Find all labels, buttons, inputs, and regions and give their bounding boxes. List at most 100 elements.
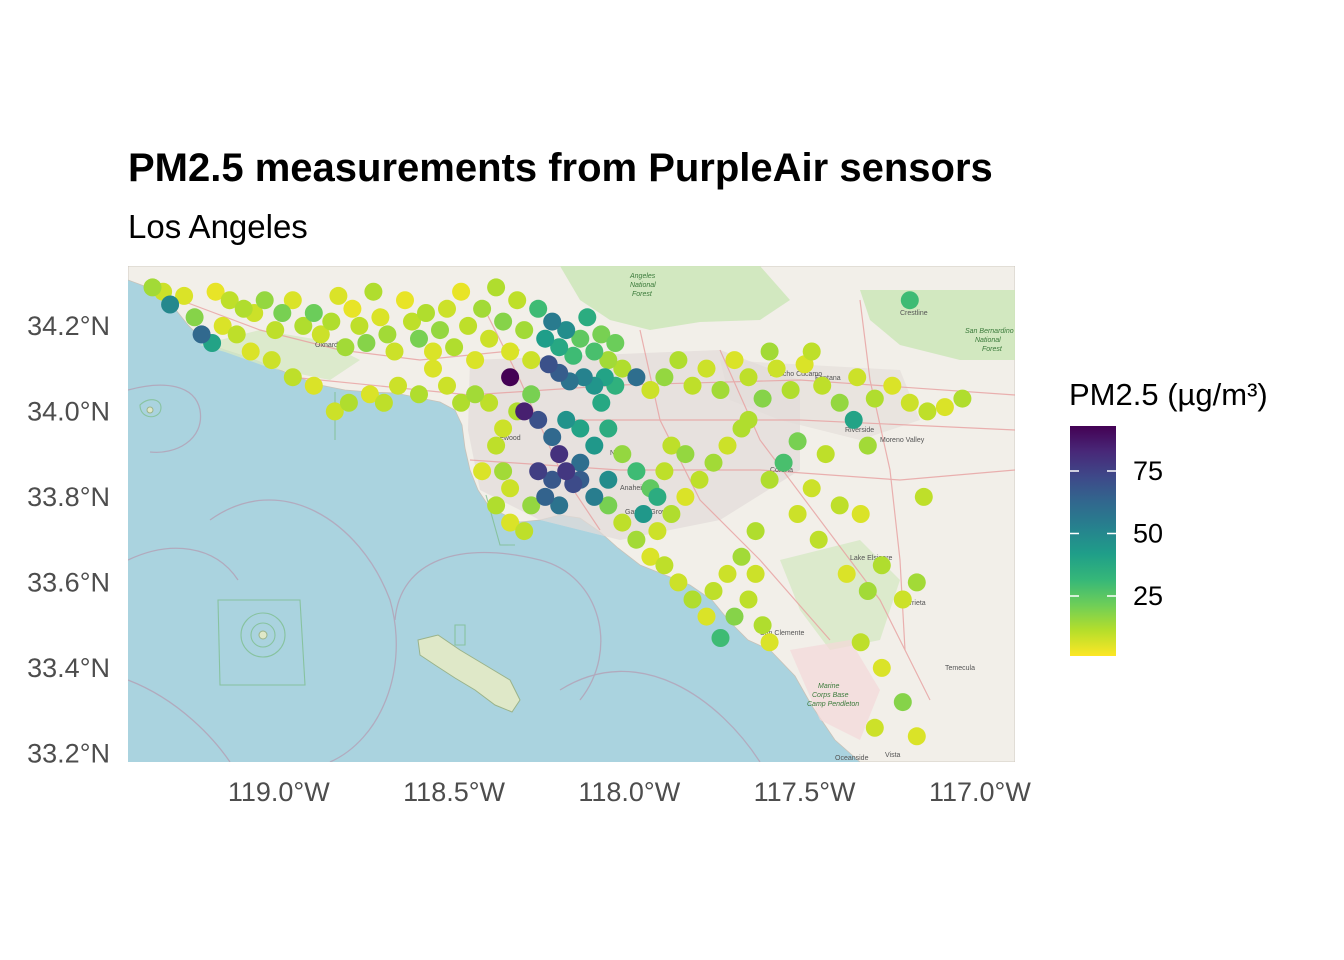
sensor-point — [571, 329, 590, 348]
svg-text:Murrieta: Murrieta — [900, 600, 926, 607]
svg-text:National: National — [630, 282, 656, 289]
sensor-point — [613, 445, 632, 464]
sensor-point — [711, 629, 730, 647]
sensor-point — [627, 368, 646, 387]
maritime-boundaries — [128, 384, 761, 762]
legend-title: PM2.5 (µg/m³) — [1069, 377, 1268, 412]
sensor-point — [522, 351, 541, 370]
sensor-point — [501, 479, 520, 498]
sensor-point — [396, 291, 414, 310]
sensor-point — [185, 308, 204, 327]
sensor-point — [364, 282, 383, 301]
sensor-point — [907, 727, 926, 746]
sensor-point — [865, 718, 884, 737]
sensor-point — [900, 291, 919, 310]
sensor-point — [336, 338, 355, 357]
sensor-point — [704, 582, 723, 600]
sensor-point — [813, 376, 832, 395]
base-area — [790, 640, 880, 740]
sensor-point — [438, 299, 456, 318]
sensor-point — [753, 389, 772, 408]
sensor-point — [262, 351, 281, 370]
sensor-point — [374, 393, 393, 412]
sensor-point — [585, 342, 604, 361]
sensor-point — [872, 658, 891, 677]
sensor-point — [648, 522, 667, 541]
sensor-point — [760, 633, 779, 652]
legend-ticks: 75 50 25 — [1070, 456, 1163, 611]
svg-text:National: National — [975, 337, 1001, 344]
sensor-point — [473, 462, 492, 481]
svg-text:Anaheim: Anaheim — [620, 485, 648, 492]
sensor-point — [613, 513, 632, 532]
san-nicolas-island — [258, 630, 268, 640]
sensor-point — [711, 381, 730, 399]
anacapa-island — [146, 406, 154, 414]
sensor-point — [725, 351, 744, 370]
sensor-point — [907, 573, 926, 592]
sensor-point — [585, 436, 604, 455]
sensor-point — [662, 505, 681, 523]
chart-title: PM2.5 measurements from PurpleAir sensor… — [128, 146, 993, 190]
legend-tick-label: 50 — [1133, 519, 1163, 549]
sensor-point — [914, 487, 933, 506]
sensor-point — [935, 398, 954, 417]
sensor-point — [578, 308, 597, 327]
sensor-point — [788, 505, 807, 523]
sensor-point — [865, 389, 884, 408]
sensor-point — [634, 505, 653, 523]
sensor-point — [343, 299, 362, 318]
sensor-point — [746, 564, 765, 583]
sensor-point — [452, 282, 471, 301]
sensor-point — [487, 436, 506, 455]
sensor-point — [746, 522, 765, 541]
map-place-labels: ewood Norw Anaheim Garden Grove Rancho C… — [315, 273, 1014, 762]
sensor-points — [143, 278, 972, 746]
sensor-point — [536, 329, 555, 348]
sensor-point — [522, 385, 541, 404]
sensor-point — [669, 351, 688, 370]
sensor-point — [739, 368, 758, 387]
svg-text:ewood: ewood — [500, 435, 521, 442]
sensor-point — [781, 381, 800, 399]
sensor-point — [753, 616, 772, 635]
sensor-point — [918, 402, 937, 421]
svg-text:Fontana: Fontana — [815, 375, 841, 382]
sensor-point — [452, 393, 471, 412]
sensor-point — [529, 299, 548, 318]
sensor-point — [676, 487, 695, 506]
svg-text:Oceanside: Oceanside — [835, 755, 869, 762]
sensor-point — [557, 321, 576, 340]
sensor-point — [529, 462, 548, 481]
sensor-point — [732, 547, 751, 566]
sensor-point — [424, 342, 442, 361]
sensor-point — [515, 321, 534, 340]
sensor-point — [473, 299, 492, 318]
svg-text:Moreno Valley: Moreno Valley — [880, 437, 925, 444]
legend-tick-label: 75 — [1133, 456, 1163, 486]
sensor-point — [802, 342, 821, 361]
y-tick-label: 33.6°N — [27, 567, 110, 597]
svg-text:Lake Elsinore: Lake Elsinore — [850, 555, 893, 562]
chart-subtitle: Los Angeles — [128, 208, 308, 245]
sensor-point — [585, 487, 604, 506]
sensor-point — [718, 564, 737, 583]
sensor-point — [241, 342, 260, 361]
sensor-point — [739, 590, 758, 609]
sensor-point — [718, 436, 737, 455]
sensor-point — [227, 325, 246, 344]
sensor-point — [655, 368, 674, 387]
sensor-point — [445, 338, 464, 357]
sensor-point — [830, 393, 849, 412]
sensor-point — [683, 376, 702, 395]
sensor-point — [697, 607, 716, 626]
sensor-point — [571, 453, 590, 472]
sensor-point — [760, 342, 779, 361]
sensor-point — [557, 462, 576, 481]
sensor-point — [550, 445, 569, 464]
sensor-point — [322, 312, 341, 331]
sensor-point — [599, 419, 618, 438]
sensor-point — [431, 321, 449, 340]
legend-tick-label: 25 — [1133, 581, 1163, 611]
svg-text:Camp Pendleton: Camp Pendleton — [807, 701, 859, 708]
